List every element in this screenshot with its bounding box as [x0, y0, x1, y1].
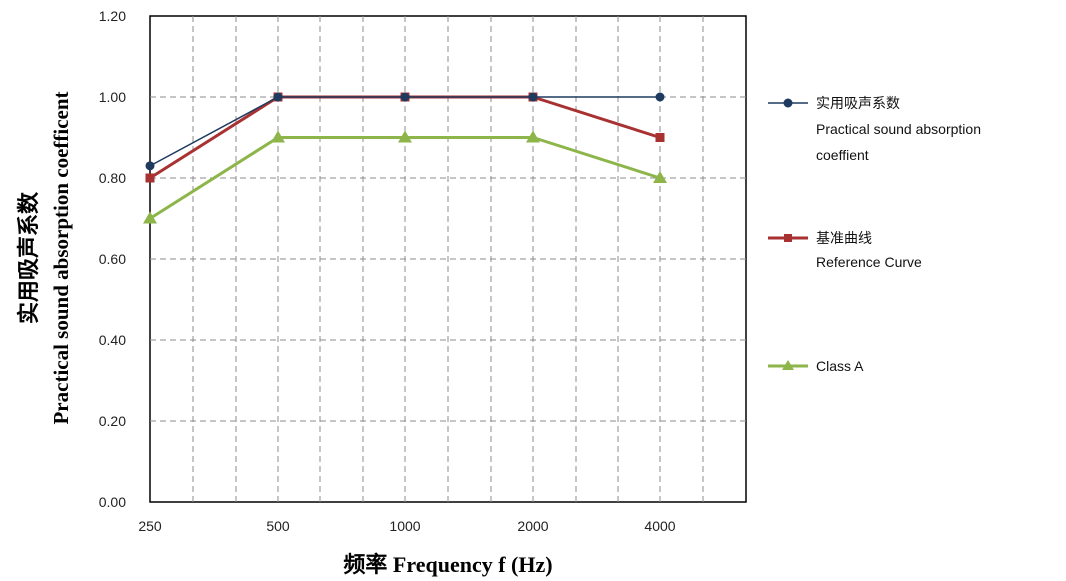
x-tick-labels: 250 500 1000 2000 4000	[138, 518, 675, 534]
y-tick-labels: 0.00 0.20 0.40 0.60 0.80 1.00 1.20	[99, 8, 126, 510]
legend-item-reference: 基准曲线 Reference Curve	[768, 230, 922, 270]
legend-label-practical-2: Practical sound absorption	[816, 121, 981, 137]
legend-label-class-a: Class A	[816, 358, 864, 374]
y-axis-title-line1: 实用吸声系数	[16, 191, 41, 324]
legend-label-reference-1: 基准曲线	[816, 230, 872, 246]
legend-label-practical-3: coeffient	[816, 147, 869, 163]
y-tick-label: 1.20	[99, 8, 126, 24]
data-point-square	[655, 133, 665, 142]
data-point-circle	[528, 92, 538, 102]
x-tick-label: 2000	[517, 518, 548, 534]
data-point-triangle	[143, 211, 157, 224]
legend: 实用吸声系数 Practical sound absorption coeffi…	[768, 95, 981, 374]
y-tick-label: 0.80	[99, 170, 126, 186]
legend-label-reference-2: Reference Curve	[816, 254, 922, 270]
legend-label-practical-1: 实用吸声系数	[816, 95, 900, 111]
legend-item-practical: 实用吸声系数 Practical sound absorption coeffi…	[768, 95, 981, 163]
y-tick-label: 0.20	[99, 413, 126, 429]
data-point-circle	[145, 161, 155, 171]
data-point-circle	[400, 92, 410, 102]
legend-marker-reference	[784, 234, 792, 242]
x-axis-title: 频率 Frequency f (Hz)	[343, 552, 552, 577]
y-axis-title-line2: Practical sound absorption coefficent	[49, 91, 73, 424]
x-tick-label: 1000	[389, 518, 420, 534]
y-tick-label: 0.60	[99, 251, 126, 267]
data-point-circle	[655, 92, 665, 102]
data-point-circle	[273, 92, 283, 102]
data-point-triangle	[653, 171, 667, 183]
series-group	[143, 92, 667, 224]
legend-marker-practical	[783, 98, 793, 108]
x-tick-label: 500	[266, 518, 290, 534]
legend-marker-class-a	[782, 360, 794, 370]
y-tick-label: 1.00	[99, 89, 126, 105]
y-tick-label: 0.40	[99, 332, 126, 348]
x-tick-label: 4000	[644, 518, 675, 534]
x-tick-label: 250	[138, 518, 162, 534]
legend-item-class-a: Class A	[768, 358, 864, 374]
data-point-triangle	[526, 130, 540, 143]
y-tick-label: 0.00	[99, 494, 126, 510]
data-point-triangle	[398, 130, 412, 143]
data-point-triangle	[271, 130, 285, 143]
data-point-square	[145, 173, 155, 183]
